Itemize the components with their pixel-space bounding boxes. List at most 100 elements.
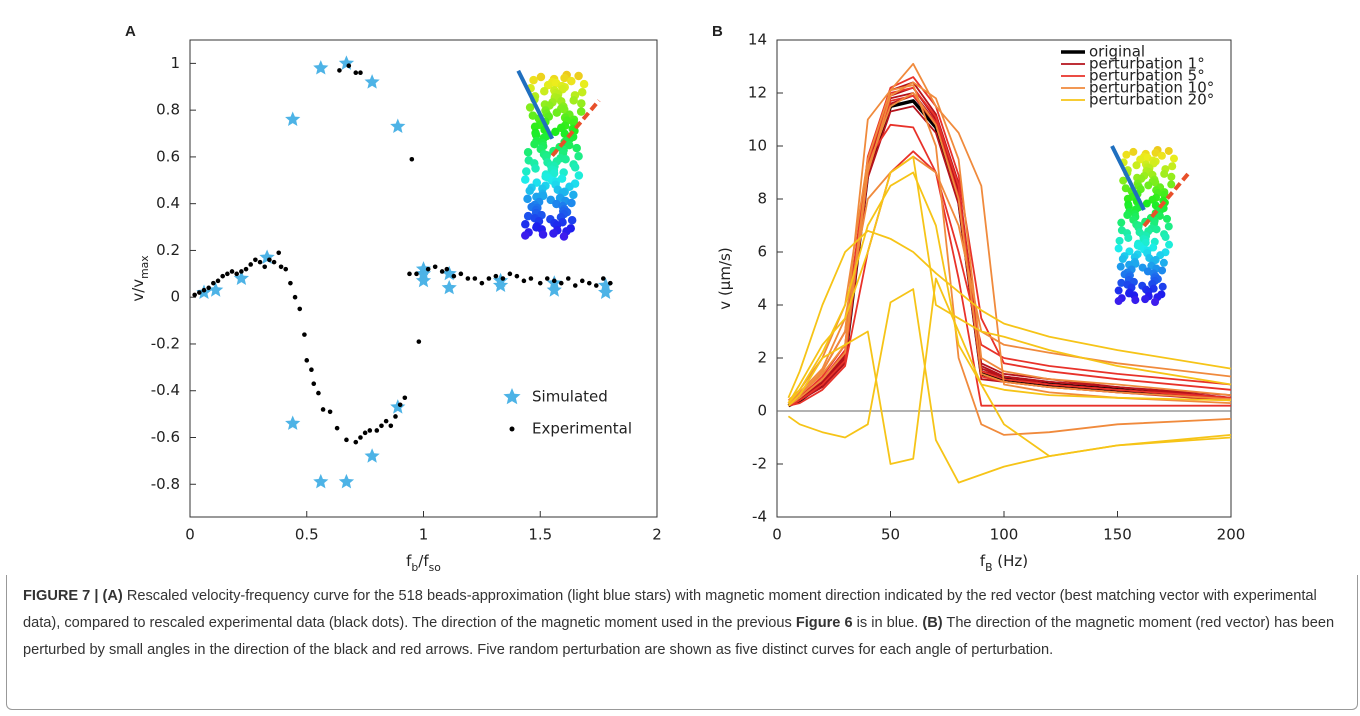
bead bbox=[1151, 148, 1160, 157]
x-axis-label: fB (Hz) bbox=[980, 552, 1028, 574]
x-tick-label: 0 bbox=[185, 526, 195, 544]
exp-dot bbox=[379, 423, 384, 429]
y-tick-label: 6 bbox=[757, 243, 767, 261]
bead bbox=[1161, 232, 1170, 241]
bead bbox=[569, 96, 578, 105]
bead bbox=[530, 139, 539, 149]
exp-dot bbox=[432, 264, 438, 270]
exp-dot bbox=[383, 418, 389, 424]
exp-dot bbox=[234, 271, 239, 277]
x-axis-label-part: b bbox=[411, 561, 418, 574]
exp-dot bbox=[409, 156, 415, 162]
bead bbox=[1157, 151, 1166, 160]
legend-label: perturbation 5° bbox=[1089, 67, 1205, 85]
y-axis-label: v/vmax bbox=[129, 255, 151, 302]
exp-dot bbox=[201, 287, 207, 293]
bead bbox=[1114, 286, 1123, 295]
bead bbox=[1125, 247, 1134, 256]
panel-label: B bbox=[712, 23, 723, 40]
bead bbox=[532, 178, 542, 187]
exp-dot bbox=[565, 276, 571, 281]
exp-dot bbox=[414, 271, 419, 277]
sim-star bbox=[338, 55, 355, 70]
bead bbox=[1165, 240, 1174, 249]
exp-dot bbox=[537, 280, 543, 286]
sim-star bbox=[441, 279, 457, 295]
y-tick-label: -0.6 bbox=[151, 428, 180, 446]
sim-star bbox=[233, 270, 249, 285]
x-axis-label-part: /f bbox=[418, 552, 429, 570]
bead bbox=[579, 79, 589, 89]
exp-dot bbox=[197, 290, 202, 295]
bead bbox=[577, 99, 586, 108]
bead bbox=[1124, 202, 1133, 211]
bead bbox=[576, 107, 586, 116]
sim-star bbox=[390, 118, 406, 133]
curve bbox=[787, 277, 1232, 465]
bead bbox=[521, 220, 530, 229]
y-tick-label: 14 bbox=[748, 31, 767, 49]
bead bbox=[1142, 199, 1151, 208]
moment-vector-red bbox=[550, 99, 601, 158]
y-tick-label: -0.4 bbox=[151, 381, 180, 399]
bead bbox=[564, 140, 574, 150]
bead bbox=[574, 71, 583, 81]
curve bbox=[788, 150, 1231, 407]
sim-star bbox=[546, 282, 562, 297]
y-tick-label: -0.8 bbox=[151, 475, 180, 493]
bead bbox=[1169, 154, 1178, 163]
x-tick-label: 150 bbox=[1103, 526, 1132, 544]
exp-dot bbox=[243, 266, 249, 272]
bead bbox=[1164, 146, 1173, 155]
sim-star bbox=[285, 415, 301, 430]
moment-vector-blue bbox=[1110, 145, 1146, 211]
exp-dot bbox=[493, 273, 499, 279]
bead bbox=[1117, 278, 1126, 287]
exp-dot bbox=[579, 278, 585, 284]
exp-dot bbox=[248, 262, 254, 267]
bead bbox=[1119, 176, 1128, 185]
exp-dot bbox=[262, 264, 268, 270]
x-axis-label-part: f bbox=[406, 552, 412, 570]
exp-dot bbox=[402, 395, 408, 401]
bead bbox=[525, 186, 534, 196]
bead bbox=[521, 231, 530, 240]
bead bbox=[1117, 218, 1126, 227]
exp-dot bbox=[507, 271, 513, 277]
y-tick-label: 0 bbox=[170, 288, 180, 306]
caption-text: (A) bbox=[102, 588, 123, 604]
inset-beads bbox=[516, 69, 601, 241]
exp-dot bbox=[353, 439, 359, 445]
sim-star bbox=[338, 473, 355, 489]
exp-dot bbox=[572, 283, 578, 288]
y-axis-label-part: v (μm/s) bbox=[716, 247, 734, 309]
bead bbox=[1123, 211, 1132, 220]
x-tick-label: 2 bbox=[652, 526, 662, 544]
exp-dot bbox=[229, 269, 235, 274]
caption: FIGURE 7 | (A) Rescaled velocity-frequen… bbox=[6, 575, 1358, 710]
x-tick-label: 100 bbox=[990, 526, 1019, 544]
bead bbox=[1122, 150, 1131, 159]
x-tick-label: 1 bbox=[419, 526, 429, 544]
exp-dot bbox=[320, 407, 326, 412]
exp-dot bbox=[608, 280, 613, 286]
curve bbox=[787, 76, 1232, 407]
bead bbox=[574, 152, 583, 161]
exp-dot bbox=[528, 276, 534, 281]
bead bbox=[1129, 147, 1138, 156]
bead bbox=[1151, 298, 1160, 306]
x-tick-label: 50 bbox=[881, 526, 900, 544]
exp-dot bbox=[500, 276, 506, 281]
y-tick-label: -2 bbox=[752, 455, 767, 473]
exp-dot bbox=[311, 381, 317, 387]
x-axis-label-part: (Hz) bbox=[993, 552, 1029, 570]
legend-label: perturbation 20° bbox=[1089, 91, 1214, 109]
x-axis-label-part: f bbox=[980, 552, 986, 570]
sim-star bbox=[415, 261, 432, 276]
bead bbox=[567, 198, 576, 208]
bead bbox=[1158, 266, 1167, 275]
sim-star bbox=[313, 473, 329, 489]
exp-dot bbox=[206, 285, 211, 291]
exp-dot bbox=[514, 273, 520, 279]
bead bbox=[567, 76, 576, 86]
